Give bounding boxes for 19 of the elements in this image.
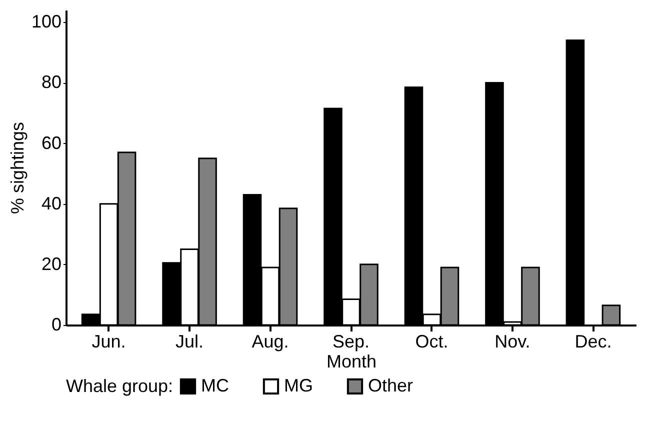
x-tick-label: Nov.	[494, 332, 530, 352]
y-tick-label: 80	[41, 72, 62, 92]
legend-title: Whale group:	[66, 376, 174, 396]
y-tick-label: 40	[41, 193, 62, 214]
x-tick-label: Aug.	[252, 332, 289, 352]
y-tick-label: 100	[31, 12, 62, 32]
x-tick-label: Dec.	[574, 332, 612, 352]
x-axis-title: Month	[326, 352, 377, 372]
legend-label: Other	[368, 375, 414, 396]
y-tick-label: 20	[41, 254, 62, 274]
y-tick-label: 0	[51, 314, 62, 334]
x-tick-label: Jul.	[176, 332, 204, 352]
x-tick-label: Oct.	[415, 332, 448, 352]
y-axis-title: % sightings	[7, 122, 28, 214]
x-tick-label: Sep.	[332, 332, 370, 352]
y-tick-label: 60	[41, 132, 62, 153]
x-tick-label: Jun.	[92, 332, 126, 352]
legend-label: MC	[201, 375, 229, 396]
legend-label: MG	[284, 375, 313, 396]
